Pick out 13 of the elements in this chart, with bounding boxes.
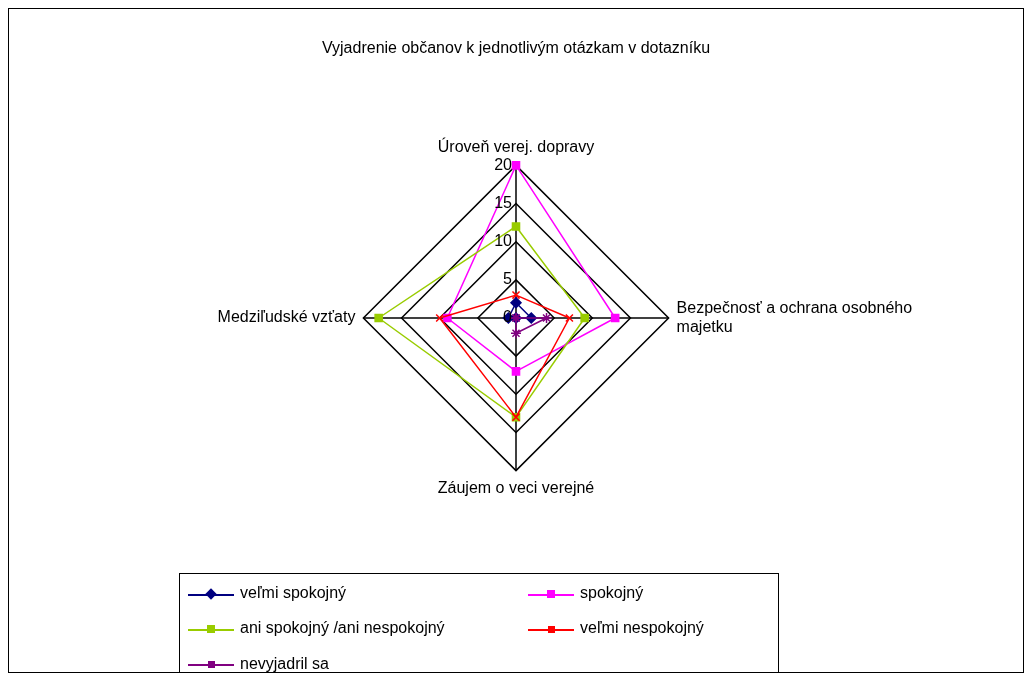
spoke-label: Záujem o veci verejné xyxy=(437,478,595,496)
legend-label: spokojný xyxy=(580,584,644,601)
legend-label: veľmi nespokojný xyxy=(580,619,704,637)
spoke-label: Úroveň verej. dopravy xyxy=(437,137,595,156)
y-tick-label: 20 xyxy=(494,155,513,173)
y-tick-label: 5 xyxy=(503,270,513,288)
legend-label: veľmi spokojný xyxy=(240,584,347,601)
spoke-label: Medziľudské vzťaty xyxy=(217,308,356,326)
legend-label: nevyjadril sa xyxy=(240,654,329,672)
legend-label: ani spokojný /ani nespokojný xyxy=(240,619,445,637)
chart-title: Vyjadrenie občanov k jednotlivým otázkam v dotazníku xyxy=(321,39,711,57)
y-tick-label: 10 xyxy=(494,232,513,250)
spoke-label: Bezpečnosť a ochrana osobného majetku xyxy=(676,298,913,336)
